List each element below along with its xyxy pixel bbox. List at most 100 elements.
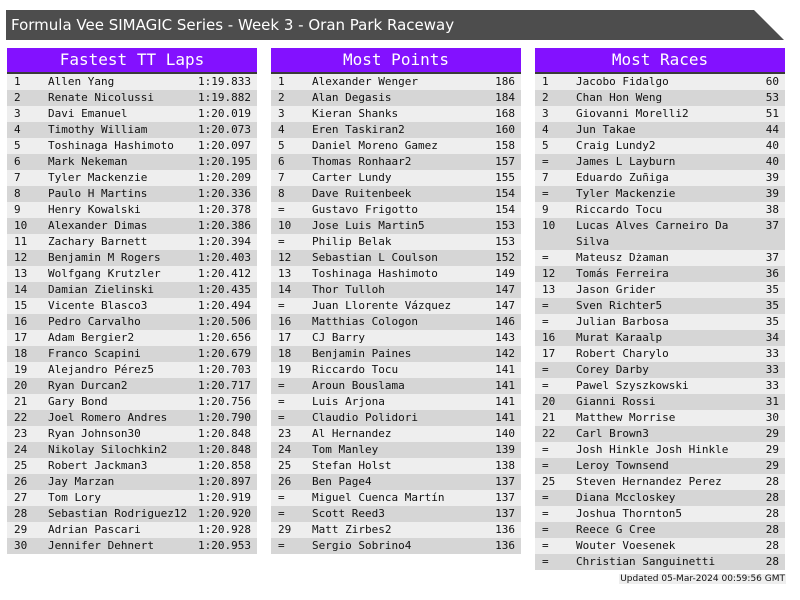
value-cell: 141 bbox=[495, 411, 515, 424]
driver-name-cell: Diana Mccloskey bbox=[576, 491, 676, 504]
value-cell: 141 bbox=[495, 395, 515, 408]
table-row: 12 Benjamin M Rogers 1:20.403 bbox=[7, 250, 257, 266]
value-cell: 138 bbox=[495, 459, 515, 472]
value-cell: 147 bbox=[495, 283, 515, 296]
position-cell: 30 bbox=[14, 539, 28, 552]
driver-name-cell: Ryan Johnson30 bbox=[48, 427, 141, 440]
position-cell: 13 bbox=[278, 267, 292, 280]
value-cell: 1:20.897 bbox=[198, 475, 251, 488]
position-cell: 7 bbox=[14, 171, 21, 184]
table-row: 13 Toshinaga Hashimoto 149 bbox=[271, 266, 521, 282]
table-row: 17 CJ Barry 143 bbox=[271, 330, 521, 346]
value-cell: 136 bbox=[495, 523, 515, 536]
driver-name-cell: Nikolay Silochkin2 bbox=[48, 443, 168, 456]
position-cell: = bbox=[542, 363, 549, 376]
table-row: 13 Jason Grider 35 bbox=[535, 282, 785, 298]
value-cell: 1:20.506 bbox=[198, 315, 251, 328]
position-cell: = bbox=[278, 203, 285, 216]
table-row: 17 Adam Bergier2 1:20.656 bbox=[7, 330, 257, 346]
value-cell: 149 bbox=[495, 267, 515, 280]
driver-name-cell: Ben Page4 bbox=[312, 475, 372, 488]
driver-name-cell: Miguel Cuenca Martín bbox=[312, 491, 445, 504]
panel-most-points: Most Points 1 Alexander Wenger 186 2 Alan De… bbox=[271, 48, 521, 554]
value-cell: 1:20.920 bbox=[198, 507, 251, 520]
driver-name-cell: Craig Lundy2 bbox=[576, 139, 656, 152]
position-cell: 3 bbox=[278, 107, 285, 120]
table-row: 10 Lucas Alves Carneiro Da Silva 37 bbox=[535, 218, 785, 250]
position-cell: 23 bbox=[14, 427, 28, 440]
value-cell: 168 bbox=[495, 107, 515, 120]
value-cell: 38 bbox=[765, 203, 779, 216]
value-cell: 140 bbox=[495, 427, 515, 440]
panel-most-races: Most Races 1 Jacobo Fidalgo 60 2 Chan Hon We… bbox=[535, 48, 785, 570]
position-cell: 3 bbox=[542, 107, 549, 120]
value-cell: 154 bbox=[495, 203, 515, 216]
table-row: 18 Benjamin Paines 142 bbox=[271, 346, 521, 362]
position-cell: 25 bbox=[14, 459, 28, 472]
position-cell: 17 bbox=[278, 331, 292, 344]
value-cell: 1:20.717 bbox=[198, 379, 251, 392]
table-row: 29 Adrian Pascari 1:20.928 bbox=[7, 522, 257, 538]
driver-name-cell: Jose Luis Martin5 bbox=[312, 219, 425, 232]
updated-timestamp: Updated 05-Mar-2024 00:59:56 GMT bbox=[619, 574, 786, 584]
table-row: 16 Pedro Carvalho 1:20.506 bbox=[7, 314, 257, 330]
value-cell: 1:20.848 bbox=[198, 443, 251, 456]
table-row: 29 Matt Zirbes2 136 bbox=[271, 522, 521, 538]
table-row: = James L Layburn 40 bbox=[535, 154, 785, 170]
position-cell: 26 bbox=[278, 475, 292, 488]
driver-name-cell: Damian Zielinski bbox=[48, 283, 154, 296]
position-cell: = bbox=[278, 235, 285, 248]
driver-name-cell: Adam Bergier2 bbox=[48, 331, 135, 344]
driver-name-cell: Julian Barbosa bbox=[576, 315, 669, 328]
table-row: 6 Thomas Ronhaar2 157 bbox=[271, 154, 521, 170]
position-cell: 12 bbox=[542, 267, 556, 280]
value-cell: 37 bbox=[765, 219, 779, 232]
driver-name-cell: Tom Manley bbox=[312, 443, 379, 456]
driver-name-cell: Thor Tulloh bbox=[312, 283, 385, 296]
table-row: = Luis Arjona 141 bbox=[271, 394, 521, 410]
driver-name-cell: Stefan Holst bbox=[312, 459, 392, 472]
table-row: 23 Ryan Johnson30 1:20.848 bbox=[7, 426, 257, 442]
value-cell: 1:20.073 bbox=[198, 123, 251, 136]
value-cell: 33 bbox=[765, 379, 779, 392]
driver-name-cell: Allen Yang bbox=[48, 75, 115, 88]
value-cell: 28 bbox=[765, 475, 779, 488]
driver-name-cell: Robert Jackman3 bbox=[48, 459, 148, 472]
table-row: 13 Wolfgang Krutzler 1:20.412 bbox=[7, 266, 257, 282]
driver-name-cell: Matthias Cologon bbox=[312, 315, 418, 328]
position-cell: 10 bbox=[542, 219, 556, 232]
driver-name-cell: Gianni Rossi bbox=[576, 395, 656, 408]
driver-name-cell: Claudio Polidori bbox=[312, 411, 418, 424]
value-cell: 1:19.833 bbox=[198, 75, 251, 88]
position-cell: 5 bbox=[278, 139, 285, 152]
driver-name-cell: Alan Degasis bbox=[312, 91, 392, 104]
value-cell: 1:20.209 bbox=[198, 171, 251, 184]
value-cell: 143 bbox=[495, 331, 515, 344]
driver-name-cell: Sebastian L Coulson bbox=[312, 251, 438, 264]
value-cell: 155 bbox=[495, 171, 515, 184]
table-row: 16 Matthias Cologon 146 bbox=[271, 314, 521, 330]
driver-name-cell: Zachary Barnett bbox=[48, 235, 148, 248]
position-cell: 22 bbox=[542, 427, 556, 440]
position-cell: 23 bbox=[278, 427, 292, 440]
driver-name-cell: Dave Ruitenbeek bbox=[312, 187, 412, 200]
value-cell: 1:20.656 bbox=[198, 331, 251, 344]
table-row: = Wouter Voesenek 28 bbox=[535, 538, 785, 554]
table-row: 11 Zachary Barnett 1:20.394 bbox=[7, 234, 257, 250]
value-cell: 1:20.703 bbox=[198, 363, 251, 376]
driver-name-cell: Gary Bond bbox=[48, 395, 108, 408]
table-row: = Claudio Polidori 141 bbox=[271, 410, 521, 426]
driver-name-cell: Chan Hon Weng bbox=[576, 91, 663, 104]
table-row: 9 Riccardo Tocu 38 bbox=[535, 202, 785, 218]
driver-name-cell: Reece G Cree bbox=[576, 523, 656, 536]
value-cell: 29 bbox=[765, 427, 779, 440]
table-row: 5 Daniel Moreno Gamez 158 bbox=[271, 138, 521, 154]
panel-header: Most Points bbox=[271, 48, 521, 74]
value-cell: 28 bbox=[765, 507, 779, 520]
table-row: 21 Matthew Morrise 30 bbox=[535, 410, 785, 426]
table-row: 26 Jay Marzan 1:20.897 bbox=[7, 474, 257, 490]
table-row: 12 Tomás Ferreira 36 bbox=[535, 266, 785, 282]
value-cell: 152 bbox=[495, 251, 515, 264]
position-cell: = bbox=[542, 555, 549, 568]
value-cell: 35 bbox=[765, 315, 779, 328]
